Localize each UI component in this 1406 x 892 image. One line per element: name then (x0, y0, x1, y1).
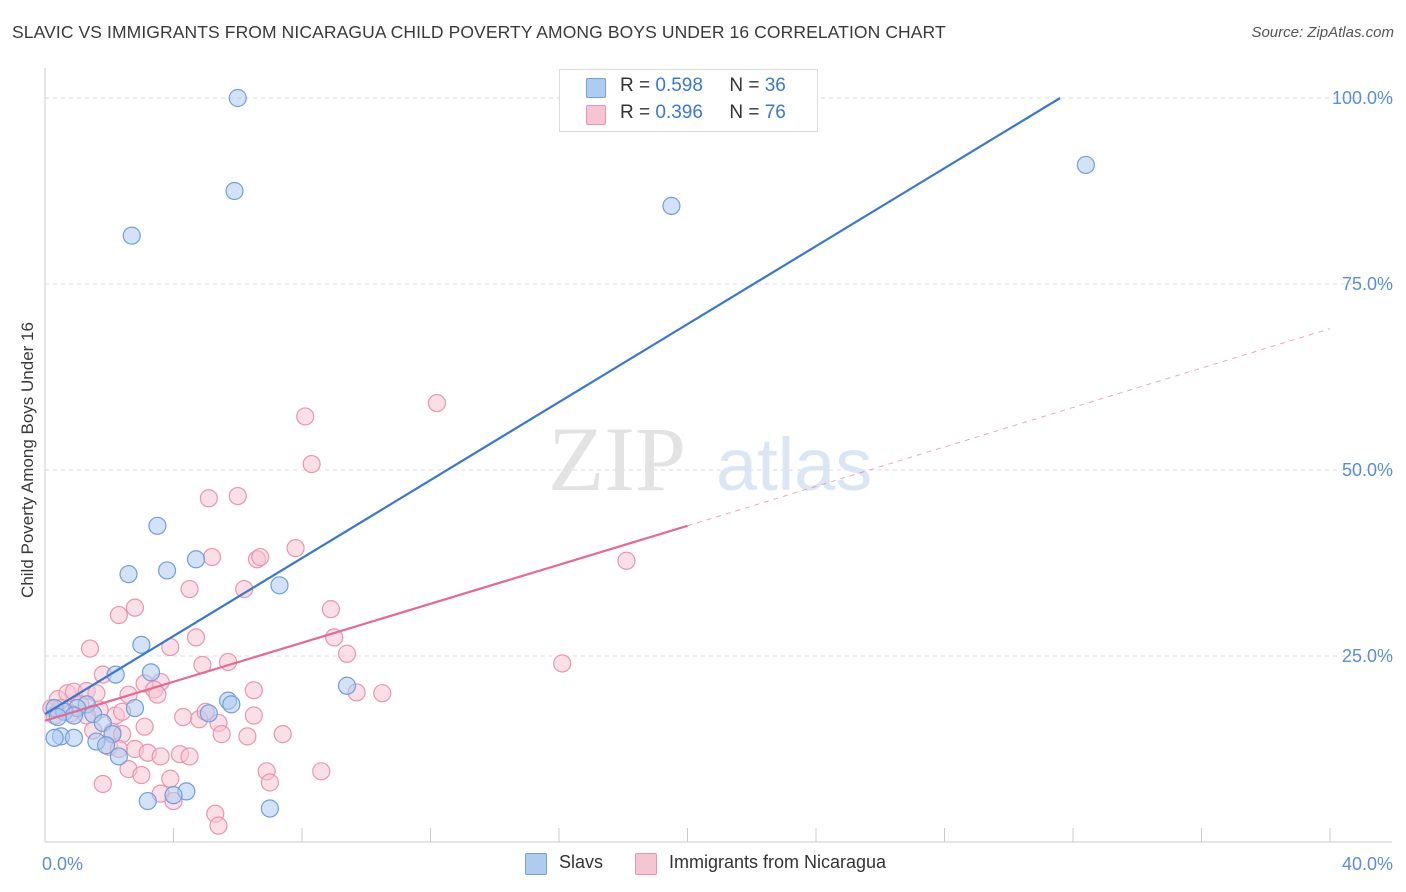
nicaragua-point (109, 605, 128, 625)
slavs-point (106, 665, 125, 684)
watermark: ZIP atlas (548, 408, 872, 510)
slavs-trend-line (44, 97, 1061, 715)
slavs-point (125, 698, 145, 718)
series-label-nicaragua: Immigrants from Nicaragua (669, 852, 887, 872)
y-tick-label: 100.0% (1332, 88, 1393, 108)
nicaragua-point (296, 407, 315, 426)
slavs-point (270, 576, 289, 595)
nicaragua-point (180, 747, 199, 766)
y-axis-label: Child Poverty Among Boys Under 16 (18, 322, 37, 598)
slavs-point (337, 676, 357, 695)
slavs-point (260, 799, 279, 818)
watermark-atlas: atlas (716, 423, 872, 506)
nicaragua-point (212, 725, 231, 744)
slavs-point (1076, 155, 1095, 175)
series-swatch-slavs (525, 853, 547, 875)
slavs-point (157, 561, 177, 580)
legend-n-value: 76 (764, 102, 786, 123)
slavs-point (662, 196, 681, 215)
y-tick-label: 25.0% (1342, 646, 1393, 666)
nicaragua-point (228, 486, 247, 506)
slavs-point (64, 728, 84, 747)
slavs-point (186, 550, 206, 569)
legend-r-value: 0.598 (655, 75, 703, 96)
nicaragua-point (180, 579, 199, 599)
series-legend: Slavs Immigrants from Nicaragua (0, 852, 1406, 878)
nicaragua-point (135, 717, 154, 736)
nicaragua-point (151, 747, 170, 766)
legend-text-nicaragua: R = 0.396 N = 76 (620, 102, 786, 124)
nicaragua-point (174, 707, 193, 727)
y-tick-label: 75.0% (1342, 274, 1393, 294)
nicaragua-point (617, 551, 636, 570)
nicaragua-point (260, 773, 279, 792)
nicaragua-point (125, 598, 145, 617)
slavs-point (122, 226, 141, 245)
chart-title: SLAVIC VS IMMIGRANTS FROM NICARAGUA CHIL… (12, 22, 946, 42)
nicaragua-point (80, 639, 100, 658)
nicaragua-point (202, 547, 222, 567)
nicaragua-point (302, 454, 321, 474)
legend-r-value: 0.396 (655, 102, 703, 123)
slavs-point (132, 635, 151, 654)
nicaragua-point (337, 644, 357, 663)
legend-text-slavs: R = 0.598 N = 36 (620, 75, 786, 97)
slavs-point (96, 736, 116, 755)
nicaragua-point (321, 600, 341, 619)
slavs-point (199, 704, 218, 723)
nicaragua-point (244, 706, 263, 725)
nicaragua-point (553, 654, 572, 673)
nicaragua-point (132, 765, 151, 785)
nicaragua-trend-extension (687, 328, 1331, 527)
nicaragua-point (427, 393, 447, 413)
nicaragua-point (161, 769, 180, 788)
nicaragua-trend-line (44, 524, 688, 722)
nicaragua-point (273, 725, 292, 744)
nicaragua-point (286, 539, 305, 558)
slavs-point (141, 663, 161, 682)
source-label: Source: ZipAtlas.com (1251, 24, 1394, 41)
nicaragua-point (325, 628, 344, 647)
nicaragua-point (186, 628, 206, 647)
legend-n-value: 36 (764, 75, 786, 96)
slavs-point (164, 786, 183, 805)
slavs-point (148, 516, 167, 535)
legend-r-label: R = (620, 75, 651, 96)
nicaragua-point (93, 774, 112, 794)
slavs-point (138, 791, 157, 811)
slavs-point (222, 695, 241, 714)
watermark-zip: ZIP (548, 408, 686, 510)
legend-r-label: R = (620, 102, 651, 123)
legend-n-label: N = (729, 75, 760, 96)
grid-lines (45, 97, 1392, 657)
nicaragua-point (251, 547, 270, 567)
slavs-point (45, 728, 64, 747)
data-points (42, 88, 1095, 835)
nicaragua-point (373, 684, 392, 703)
nicaragua-point (209, 816, 228, 835)
legend-n-label: N = (729, 102, 760, 123)
slavs-point (225, 181, 244, 201)
tick-labels: 25.0% 50.0% 75.0% 100.0% 0.0% 40.0% (42, 88, 1393, 874)
series-label-slavs: Slavs (559, 852, 604, 872)
slavs-point (109, 747, 128, 766)
slavs-point (119, 565, 138, 584)
x-tick-label: 40.0% (1342, 854, 1393, 874)
correlation-legend: R = 0.598 N = 36 R = 0.396 N = 76 (559, 69, 818, 132)
slavs-point (228, 88, 247, 108)
nicaragua-point (312, 762, 331, 781)
legend-swatch-nicaragua (586, 105, 606, 125)
legend-swatch-slavs (586, 78, 606, 98)
nicaragua-point (238, 727, 257, 746)
trend-lines (44, 97, 1331, 722)
y-tick-label: 50.0% (1342, 460, 1393, 480)
x-tick-label: 0.0% (42, 854, 83, 874)
nicaragua-point (244, 681, 263, 700)
nicaragua-point (199, 489, 218, 508)
series-swatch-nicaragua (635, 853, 657, 875)
